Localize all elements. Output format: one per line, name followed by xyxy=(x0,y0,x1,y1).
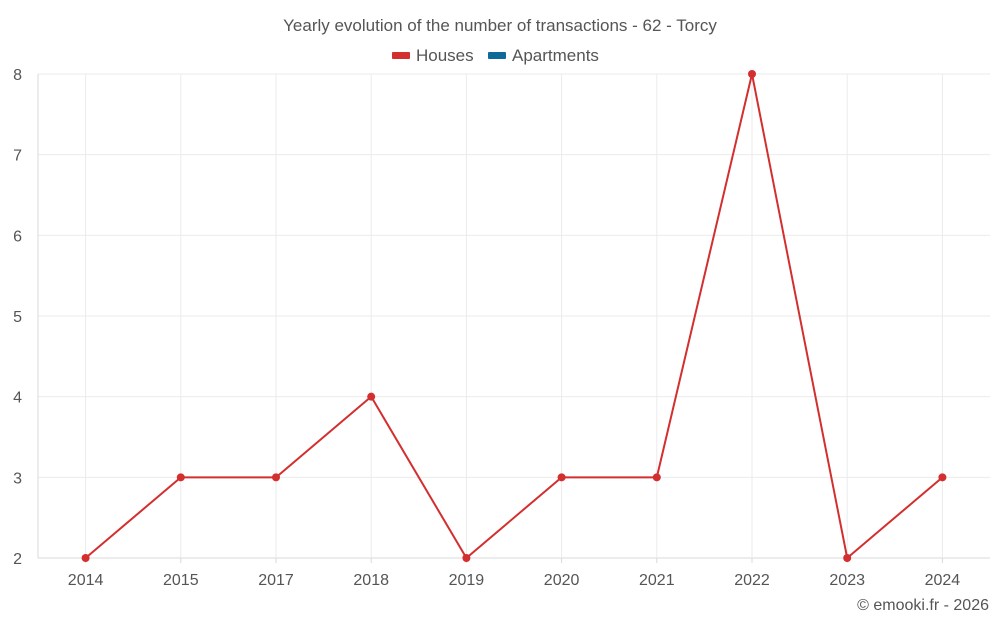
y-tick-label: 4 xyxy=(13,390,22,407)
x-tick-label: 2018 xyxy=(353,572,389,589)
y-tick-label: 8 xyxy=(13,67,22,84)
data-point-houses[interactable] xyxy=(462,554,471,562)
x-tick-label: 2017 xyxy=(258,572,294,589)
data-point-houses[interactable] xyxy=(272,473,280,482)
legend: Houses Apartments xyxy=(392,46,599,65)
y-tick-label: 7 xyxy=(13,148,22,165)
data-point-houses[interactable] xyxy=(176,473,185,482)
legend-label-houses: Houses xyxy=(416,46,474,65)
legend-item-apartments[interactable]: Apartments xyxy=(488,46,599,65)
x-tick-label: 2015 xyxy=(163,572,199,589)
legend-label-apartments: Apartments xyxy=(512,46,599,65)
data-point-houses[interactable] xyxy=(652,473,661,482)
y-tick-label: 2 xyxy=(13,551,22,568)
data-point-houses[interactable] xyxy=(81,554,90,562)
grid xyxy=(37,73,990,559)
x-tick-label: 2021 xyxy=(639,572,675,589)
data-point-houses[interactable] xyxy=(367,392,376,401)
x-tick-label: 2024 xyxy=(925,572,961,589)
legend-swatch-apartments xyxy=(488,52,506,59)
legend-swatch-houses xyxy=(392,52,410,59)
copyright-text: © emooki.fr - 2026 xyxy=(857,597,989,614)
chart-title: Yearly evolution of the number of transa… xyxy=(283,16,717,35)
x-tick-label: 2019 xyxy=(449,572,485,589)
data-point-houses[interactable] xyxy=(843,554,852,562)
series-line-houses xyxy=(84,73,944,559)
x-tick-label: 2014 xyxy=(68,572,104,589)
y-axis: 2 3 4 5 6 7 8 xyxy=(13,67,22,568)
x-axis: 2014 2015 2017 2018 2019 2020 2021 2022 2023 2024 xyxy=(68,558,960,589)
x-tick-label: 2023 xyxy=(829,572,865,589)
y-tick-label: 5 xyxy=(13,309,22,326)
y-tick-label: 3 xyxy=(13,470,22,487)
data-point-houses[interactable] xyxy=(748,70,756,78)
data-point-houses[interactable] xyxy=(557,473,566,482)
x-tick-label: 2022 xyxy=(734,572,770,589)
x-tick-label: 2020 xyxy=(544,572,580,589)
legend-item-houses[interactable]: Houses xyxy=(392,46,474,65)
data-point-houses[interactable] xyxy=(938,473,947,482)
y-tick-label: 6 xyxy=(13,228,22,245)
series-layer xyxy=(81,70,947,562)
